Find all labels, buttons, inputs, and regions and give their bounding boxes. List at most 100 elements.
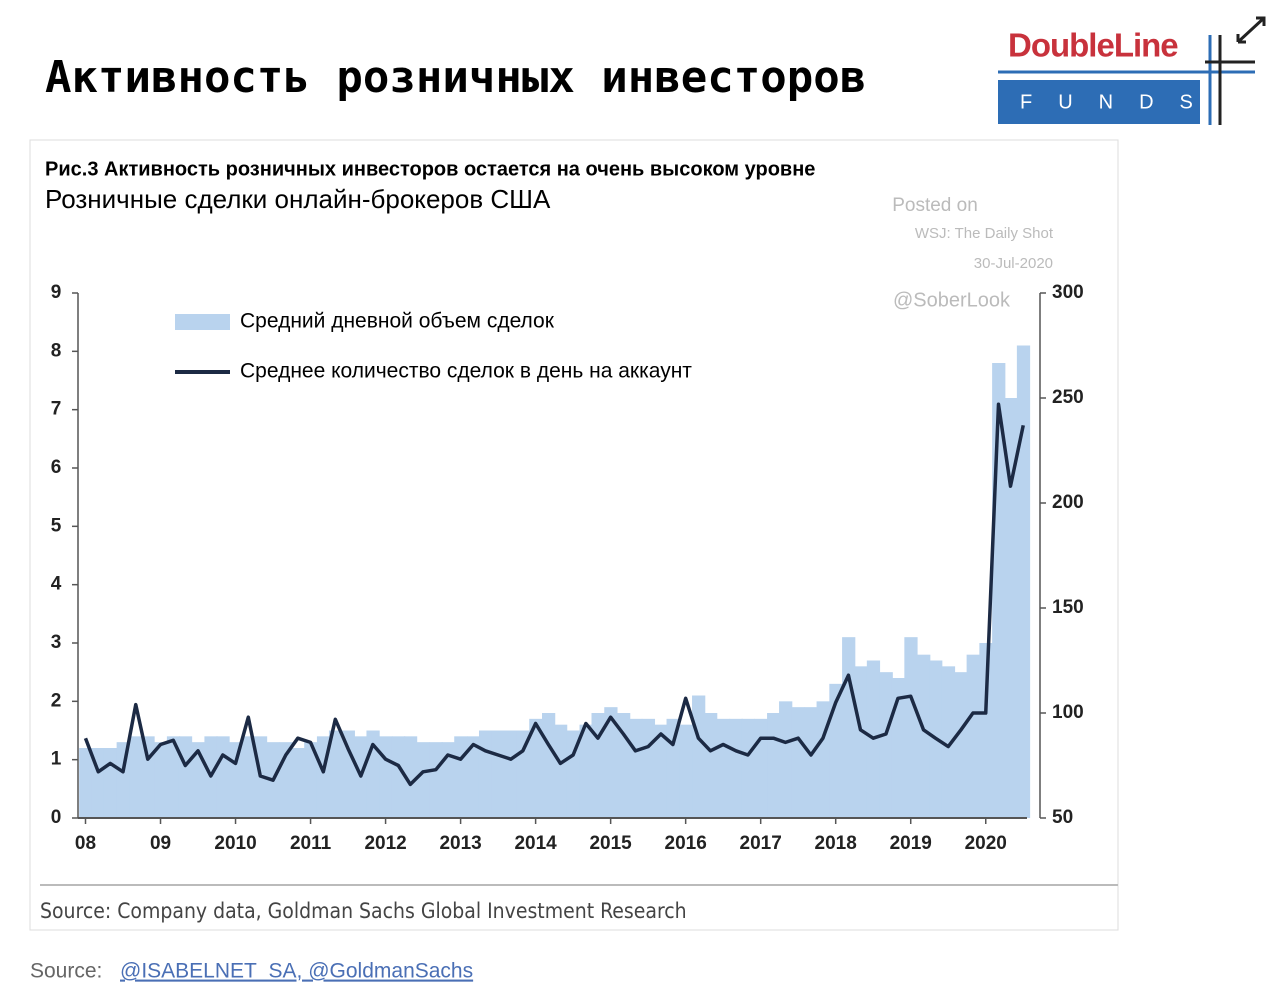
watermark: Posted on (892, 195, 978, 216)
bar (416, 742, 430, 818)
bar (579, 724, 593, 818)
bar (103, 748, 118, 818)
bar (629, 718, 643, 818)
logo-name: DoubleLine (1008, 27, 1178, 64)
bar (666, 718, 680, 818)
bar (704, 713, 718, 818)
y-tick-label: 4 (51, 574, 62, 595)
bar (429, 742, 443, 818)
bar (1004, 398, 1018, 818)
bar (454, 736, 468, 818)
bar (754, 718, 768, 818)
bar (554, 724, 568, 818)
x-tick-label: 2017 (740, 833, 782, 854)
bar (591, 713, 605, 818)
bar (403, 736, 418, 818)
bar (917, 654, 931, 818)
watermark: WSJ: The Daily Shot (915, 225, 1054, 242)
x-tick-label: 2016 (665, 833, 707, 854)
x-tick-label: 2020 (965, 833, 1007, 854)
bar (767, 713, 781, 818)
legend-label: Средний дневной объем сделок (240, 310, 555, 333)
y2-tick-label: 300 (1052, 282, 1084, 303)
bar (241, 736, 256, 818)
slide-title: Активность розничных инвесторов (45, 52, 866, 103)
x-tick-label: 2014 (514, 833, 557, 854)
bar (166, 736, 181, 818)
bar (816, 701, 830, 818)
source-link[interactable]: @ISABELNET_SA, @GoldmanSachs (120, 960, 473, 983)
bar (141, 736, 155, 818)
y2-tick-label: 50 (1052, 807, 1073, 828)
y-tick-label: 9 (51, 282, 62, 303)
y-tick-label: 0 (51, 807, 62, 828)
bar (1016, 345, 1031, 818)
bar (779, 701, 793, 818)
bar (229, 742, 243, 818)
bar (328, 730, 343, 818)
bar (954, 672, 968, 818)
bar (692, 695, 706, 818)
bar (679, 724, 693, 818)
bar (979, 643, 993, 818)
bar (341, 730, 355, 818)
y-tick-label: 7 (51, 399, 62, 420)
watermark: 30-Jul-2020 (974, 255, 1053, 272)
x-tick-label: 2013 (439, 833, 481, 854)
bar (842, 637, 856, 818)
bar (178, 736, 193, 818)
bar (741, 718, 755, 818)
bar (541, 713, 556, 818)
bar (129, 736, 143, 818)
x-tick-label: 08 (75, 833, 96, 854)
bar (904, 637, 918, 818)
x-tick-label: 2015 (589, 833, 632, 854)
bar (291, 748, 305, 818)
bar (216, 736, 230, 818)
logo-box (998, 80, 1200, 124)
x-tick-label: 2019 (890, 833, 932, 854)
bar (941, 666, 956, 818)
x-tick-label: 2018 (815, 833, 857, 854)
bar (491, 730, 505, 818)
bar (304, 742, 318, 818)
y2-tick-label: 250 (1052, 387, 1084, 408)
bar (466, 736, 481, 818)
y-tick-label: 5 (51, 515, 62, 536)
chart-subtitle: Розничные сделки онлайн-брокеров США (45, 184, 551, 214)
y-tick-label: 1 (51, 749, 62, 770)
bar (504, 730, 518, 818)
watermark: @SoberLook (893, 289, 1011, 311)
x-tick-label: 2010 (214, 833, 256, 854)
x-tick-label: 09 (150, 833, 171, 854)
bar (154, 742, 168, 818)
legend-label: Среднее количество сделок в день на акка… (240, 360, 692, 383)
bar (966, 654, 980, 818)
bar (891, 678, 905, 818)
logo: DoubleLine FUNDS (998, 16, 1266, 125)
y2-tick-label: 100 (1052, 702, 1084, 723)
line (83, 402, 1025, 787)
bar (79, 748, 93, 818)
y-tick-label: 3 (51, 632, 62, 653)
bar (641, 718, 656, 818)
plot: 08 09 2010 2011 2012 2013 2014 2015 2016 2017 2018… (51, 282, 1084, 854)
bar (854, 666, 868, 818)
y-tick-label: 8 (51, 340, 62, 361)
x-tick-label: 2012 (364, 833, 406, 854)
bar (478, 730, 493, 818)
bar (604, 707, 618, 818)
bar (379, 736, 393, 818)
y-tick-label: 6 (51, 457, 62, 478)
bar (391, 736, 406, 818)
bar (654, 724, 668, 818)
bar (791, 707, 806, 818)
x-tick-label: 2011 (290, 833, 332, 854)
chart-title: Рис.3 Активность розничных инвесторов ос… (45, 158, 815, 180)
bar (879, 672, 893, 818)
bar (529, 718, 543, 818)
y2-tick-label: 150 (1052, 597, 1084, 618)
logo-arrow (1236, 16, 1266, 44)
y2-tick-label: 200 (1052, 492, 1084, 513)
